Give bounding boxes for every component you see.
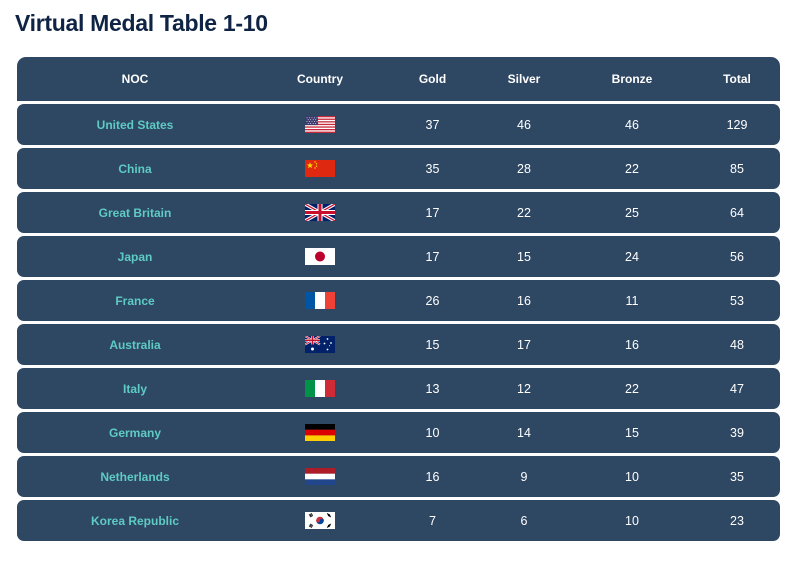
- total-count: 48: [730, 337, 744, 352]
- gold-count: 17: [425, 205, 440, 220]
- noc-name: Netherlands: [100, 469, 170, 484]
- gold-count: 26: [425, 293, 440, 308]
- bronze-count: 10: [625, 469, 639, 484]
- silver-count: 46: [517, 117, 531, 132]
- header-gold: Gold: [418, 72, 447, 86]
- jp-flag-icon: [305, 248, 335, 265]
- page-title: Virtual Medal Table 1-10: [15, 10, 268, 36]
- gold-count: 13: [425, 381, 440, 396]
- total-count: 39: [730, 425, 744, 440]
- bronze-count: 15: [625, 425, 639, 440]
- total-count: 47: [730, 381, 744, 396]
- bronze-count: 10: [625, 513, 639, 528]
- table-row: Germany 10 14 15 39: [17, 412, 780, 453]
- bronze-count: 16: [625, 337, 639, 352]
- table-row: Japan 17 15 24 56: [17, 236, 780, 277]
- silver-count: 15: [517, 249, 531, 264]
- silver-count: 28: [517, 161, 531, 176]
- gold-count: 16: [425, 469, 440, 484]
- noc-name: Korea Republic: [90, 513, 180, 528]
- total-count: 129: [726, 117, 748, 132]
- table-row: Netherlands 16 9 10 35: [17, 456, 780, 497]
- nl-flag-icon: [305, 468, 335, 485]
- silver-count: 14: [517, 425, 531, 440]
- table-row: Italy 13 12 22 47: [17, 368, 780, 409]
- table-row: United States: [17, 104, 780, 145]
- bronze-count: 24: [625, 249, 639, 264]
- cn-flag-icon: [305, 160, 335, 177]
- gold-count: 15: [425, 337, 440, 352]
- total-count: 64: [730, 205, 744, 220]
- noc-name: China: [118, 161, 152, 176]
- total-count: 85: [730, 161, 744, 176]
- bronze-count: 11: [625, 293, 639, 308]
- table-row: France 26 16 11 53: [17, 280, 780, 321]
- bronze-count: 46: [625, 117, 639, 132]
- noc-name: France: [115, 293, 155, 308]
- table-row: Korea Republic 7 6 10: [17, 500, 780, 541]
- us-flag-icon: [305, 116, 335, 133]
- header-total: Total: [723, 72, 751, 86]
- header-country: Country: [297, 72, 343, 86]
- table-header-row: NOC Country Gold Silver Bronze Total: [17, 57, 780, 101]
- total-count: 53: [730, 293, 744, 308]
- fr-flag-icon: [305, 292, 335, 309]
- header-bronze: Bronze: [611, 72, 653, 86]
- noc-name: United States: [96, 117, 174, 132]
- gold-count: 7: [429, 513, 436, 528]
- noc-name: Great Britain: [98, 205, 172, 220]
- de-flag-icon: [305, 424, 335, 441]
- bronze-count: 22: [625, 161, 639, 176]
- silver-count: 22: [517, 205, 531, 220]
- it-flag-icon: [305, 380, 335, 397]
- au-flag-icon: [305, 336, 335, 353]
- total-count: 35: [730, 469, 744, 484]
- kr-flag-icon: [305, 512, 335, 529]
- silver-count: 17: [517, 337, 531, 352]
- gold-count: 10: [425, 425, 440, 440]
- silver-count: 6: [520, 513, 528, 528]
- noc-name: Italy: [122, 381, 147, 396]
- noc-name: Germany: [108, 425, 162, 440]
- header-noc: NOC: [121, 72, 149, 86]
- bronze-count: 22: [625, 381, 639, 396]
- silver-count: 9: [520, 469, 528, 484]
- silver-count: 16: [517, 293, 531, 308]
- gold-count: 37: [425, 117, 440, 132]
- table-row: Great Britain 17 22 25 64: [17, 192, 780, 233]
- header-silver: Silver: [507, 72, 541, 86]
- medal-table: NOC Country Gold Silver Bronze Total Uni…: [17, 57, 780, 544]
- noc-name: Australia: [109, 337, 161, 352]
- silver-count: 12: [517, 381, 531, 396]
- total-count: 56: [730, 249, 744, 264]
- total-count: 23: [730, 513, 744, 528]
- table-row: China 35 28 22 85: [17, 148, 780, 189]
- noc-name: Japan: [117, 249, 153, 264]
- gold-count: 17: [425, 249, 440, 264]
- bronze-count: 25: [625, 205, 639, 220]
- table-row: Australia 1: [17, 324, 780, 365]
- gb-flag-icon: [305, 204, 335, 221]
- gold-count: 35: [425, 161, 440, 176]
